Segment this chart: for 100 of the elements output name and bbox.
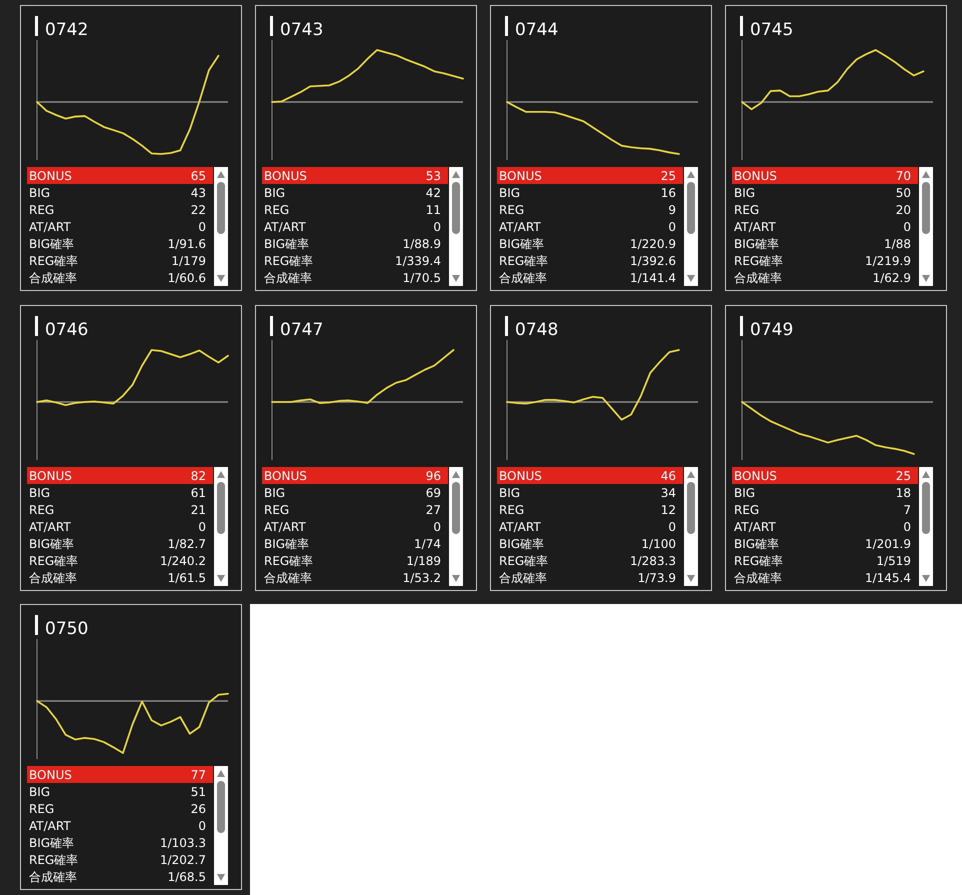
text: BIG確率 (499, 537, 544, 551)
text: 合成確率 (264, 271, 312, 285)
text: BIG確率 (734, 237, 780, 251)
text: 0 (903, 520, 911, 534)
text: BONUS (734, 169, 777, 183)
text: 1/392.6 (630, 254, 676, 268)
text: 1/60.6 (168, 271, 206, 285)
text: 42 (426, 186, 441, 200)
text: 96 (426, 469, 441, 483)
text: 0 (668, 220, 676, 234)
text: 1/103.3 (160, 836, 206, 850)
text: 1/141.4 (630, 271, 676, 285)
text: REG確率 (29, 254, 78, 268)
text: BONUS (29, 169, 72, 183)
text: REG確率 (734, 254, 784, 268)
text: AT/ART (29, 819, 72, 833)
text: BIG確率 (734, 537, 780, 551)
text: 22 (190, 203, 206, 217)
text: BIG (29, 186, 50, 200)
text: BONUS (29, 469, 72, 483)
text: BIG確率 (264, 537, 310, 551)
text: 1/220.9 (630, 237, 676, 251)
text: BONUS (29, 768, 72, 782)
text: 0 (198, 220, 206, 234)
text: 1/68.5 (168, 870, 206, 884)
text: BONUS (499, 469, 542, 483)
text: 65 (190, 169, 206, 183)
text: 0 (903, 220, 911, 234)
chart-title: 0746 (45, 320, 88, 340)
text: REG (264, 503, 290, 517)
text: 1/88 (884, 237, 911, 251)
text: BIG (29, 486, 50, 500)
text: 1/240.2 (160, 554, 206, 568)
text: 51 (190, 785, 206, 799)
text: REG (29, 203, 54, 217)
text: BIG確率 (29, 537, 74, 551)
text: AT/ART (29, 220, 72, 234)
text: BIG確率 (499, 237, 544, 251)
chart-title: 0750 (45, 619, 88, 639)
text: 25 (896, 469, 911, 483)
text: BIG (499, 486, 520, 500)
text: BIG確率 (29, 237, 74, 251)
text: 70 (896, 169, 911, 183)
text: BONUS (264, 169, 307, 183)
text: REG確率 (499, 554, 548, 568)
text: 1/201.9 (864, 537, 911, 551)
text: 1/189 (406, 554, 441, 568)
text: 82 (190, 469, 206, 483)
text: 1/62.9 (872, 271, 911, 285)
text: 1/91.6 (168, 237, 206, 251)
text: BIG確率 (29, 836, 74, 850)
text: 0 (433, 220, 441, 234)
text: REG (734, 503, 760, 517)
text: REG (264, 203, 290, 217)
text: 1/73.9 (638, 571, 676, 585)
text: 1/339.4 (394, 254, 441, 268)
text: 34 (660, 486, 676, 500)
text: 1/519 (876, 554, 911, 568)
text: 合成確率 (734, 271, 782, 285)
text: 1/179 (171, 254, 206, 268)
text: 69 (426, 486, 441, 500)
text: 1/53.2 (402, 571, 441, 585)
text: BIG (734, 186, 756, 200)
text: 合成確率 (499, 571, 547, 585)
chart-title: 0744 (515, 20, 558, 40)
text: 1/145.4 (864, 571, 911, 585)
text: BIG (499, 186, 520, 200)
text: REG確率 (264, 254, 314, 268)
text: 0 (198, 520, 206, 534)
text: 1/88.9 (402, 237, 441, 251)
text: REG確率 (499, 254, 548, 268)
text: 0 (198, 819, 206, 833)
text: BIG確率 (264, 237, 310, 251)
chart-title: 0749 (750, 320, 794, 340)
text: 合成確率 (499, 271, 547, 285)
text: 46 (660, 469, 676, 483)
text: AT/ART (734, 220, 776, 234)
text: REG (734, 203, 760, 217)
text: REG確率 (29, 554, 78, 568)
text: 61 (190, 486, 206, 500)
text: REG (29, 802, 54, 816)
text: AT/ART (29, 520, 72, 534)
text: 1/202.7 (160, 853, 206, 867)
chart-title: 0747 (280, 320, 324, 340)
text: 26 (190, 802, 206, 816)
text: AT/ART (264, 520, 306, 534)
text: REG (499, 203, 524, 217)
text: 18 (896, 486, 911, 500)
text: 20 (896, 203, 911, 217)
text: 0 (433, 520, 441, 534)
text: BIG (29, 785, 50, 799)
text: 21 (190, 503, 206, 517)
text: 合成確率 (734, 571, 782, 585)
text: REG確率 (734, 554, 784, 568)
text: BONUS (264, 469, 307, 483)
text: 合成確率 (29, 571, 77, 585)
text: REG確率 (264, 554, 314, 568)
text: 16 (660, 186, 676, 200)
chart-title: 0748 (515, 320, 558, 340)
text: 27 (426, 503, 441, 517)
